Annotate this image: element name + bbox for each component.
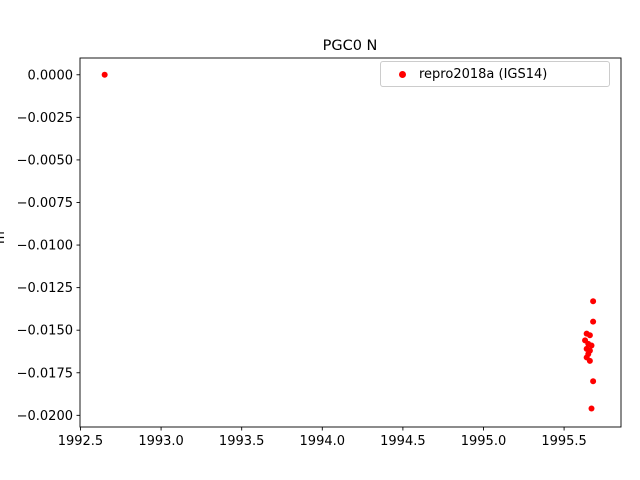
x-tick-label: 1994.5 bbox=[380, 434, 426, 449]
y-tick-label: −0.0150 bbox=[17, 324, 73, 339]
y-tick-label: −0.0100 bbox=[17, 239, 73, 254]
x-tick-label: 1993.0 bbox=[138, 434, 184, 449]
x-tick-label: 1994.0 bbox=[300, 434, 346, 449]
y-tick-label: −0.0200 bbox=[17, 409, 73, 424]
data-point bbox=[586, 357, 593, 364]
legend: repro2018a (IGS14) bbox=[380, 61, 610, 87]
x-tick-label: 1992.5 bbox=[58, 434, 104, 449]
y-tick-label: −0.0075 bbox=[17, 196, 73, 211]
y-tick-label: −0.0175 bbox=[17, 366, 73, 381]
data-point bbox=[590, 298, 597, 305]
x-tick-label: 1995.5 bbox=[541, 434, 587, 449]
y-tick-label: 0.0000 bbox=[28, 68, 74, 83]
data-point bbox=[101, 71, 108, 78]
data-point bbox=[586, 332, 593, 339]
legend-marker-dot-icon bbox=[399, 70, 406, 78]
y-tick-label: −0.0025 bbox=[17, 111, 73, 126]
data-point bbox=[590, 318, 597, 325]
data-point bbox=[588, 405, 595, 412]
data-point bbox=[590, 378, 597, 385]
y-tick-label: −0.0050 bbox=[17, 153, 73, 168]
y-tick-label: −0.0125 bbox=[17, 281, 73, 296]
x-tick-label: 1993.5 bbox=[219, 434, 265, 449]
data-point bbox=[588, 342, 595, 349]
legend-label: repro2018a (IGS14) bbox=[419, 66, 548, 82]
chart-title: PGC0 N bbox=[322, 38, 378, 54]
axes-frame bbox=[79, 57, 622, 428]
x-tick-label: 1995.0 bbox=[461, 434, 507, 449]
y-axis-label-fragment: m bbox=[0, 231, 8, 244]
